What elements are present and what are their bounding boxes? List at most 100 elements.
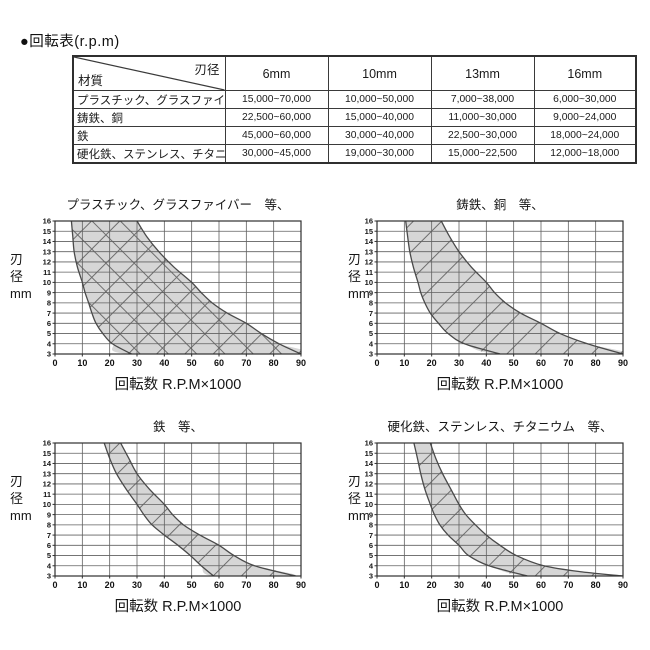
svg-text:90: 90 [296, 580, 306, 590]
svg-text:10: 10 [365, 278, 373, 287]
svg-text:0: 0 [374, 358, 379, 368]
rpm-cell: 6,000~30,000 [533, 90, 637, 109]
table-corner-cell: 刃径 材質 [72, 55, 226, 91]
rpm-cell: 45,000~60,000 [224, 126, 329, 145]
table-row: 硬化鉄、ステンレス、チタニウム 30,000~45,000 19,000~30,… [72, 144, 637, 164]
svg-text:6: 6 [47, 319, 51, 328]
rpm-cell: 15,000~22,500 [430, 144, 535, 164]
svg-text:7: 7 [369, 531, 373, 540]
svg-text:9: 9 [369, 510, 373, 519]
svg-text:0: 0 [374, 580, 379, 590]
svg-text:8: 8 [369, 521, 373, 530]
svg-text:7: 7 [369, 309, 373, 318]
svg-text:50: 50 [187, 358, 197, 368]
column-header-13mm: 13mm [430, 55, 535, 91]
svg-text:13: 13 [43, 247, 51, 256]
svg-text:70: 70 [563, 358, 573, 368]
svg-text:30: 30 [132, 580, 142, 590]
svg-text:15: 15 [365, 449, 373, 458]
svg-text:0: 0 [52, 580, 57, 590]
chart-title: 鋳鉄、銅 等、 [456, 198, 544, 212]
svg-text:10: 10 [399, 580, 409, 590]
rpm-cell: 22,500~60,000 [224, 108, 329, 127]
svg-text:6: 6 [47, 541, 51, 550]
svg-text:5: 5 [369, 329, 373, 338]
svg-text:3: 3 [369, 572, 373, 581]
svg-text:16: 16 [43, 217, 51, 226]
svg-text:40: 40 [159, 580, 169, 590]
svg-text:16: 16 [365, 217, 373, 226]
svg-text:80: 80 [269, 580, 279, 590]
x-axis-title: 回転数 R.P.M×1000 [436, 377, 564, 393]
rpm-cell: 22,500~30,000 [430, 126, 535, 145]
svg-text:4: 4 [47, 339, 52, 348]
table-row: 鉄 45,000~60,000 30,000~40,000 22,500~30,… [72, 126, 637, 145]
svg-text:10: 10 [77, 358, 87, 368]
y-axis-label: 刃 径 mm [10, 474, 32, 523]
svg-text:20: 20 [427, 358, 437, 368]
chart-iron: 鉄 等、 刃 径 mm 0 10 20 30 40 50 60 70 80 90 3 4 5 6 7 8 9 10… [10, 416, 330, 628]
svg-text:9: 9 [47, 288, 51, 297]
material-cell: 鋳鉄、銅 [72, 108, 226, 127]
svg-text:40: 40 [481, 580, 491, 590]
svg-text:9: 9 [47, 510, 51, 519]
material-cell: 硬化鉄、ステンレス、チタニウム [72, 144, 226, 164]
page-title: ●回転表(r.p.m) [20, 34, 120, 50]
svg-text:4: 4 [47, 561, 52, 570]
svg-text:30: 30 [454, 580, 464, 590]
svg-text:80: 80 [269, 358, 279, 368]
rpm-cell: 18,000~24,000 [533, 126, 637, 145]
svg-text:90: 90 [618, 358, 628, 368]
svg-text:20: 20 [427, 580, 437, 590]
svg-text:60: 60 [536, 358, 546, 368]
column-header-16mm: 16mm [533, 55, 637, 91]
chart-title: 鉄 等、 [152, 420, 203, 434]
chart-castiron-copper: 鋳鉄、銅 等、 刃 径 mm 0 10 20 30 40 50 60 70 80 90 3 4 5 6 7 8… [336, 194, 650, 406]
corner-label-blade-diameter: 刃径 [194, 63, 220, 77]
svg-text:14: 14 [365, 459, 374, 468]
svg-text:70: 70 [563, 580, 573, 590]
x-axis-title: 回転数 R.P.M×1000 [436, 599, 564, 615]
y-axis-label: 刃 径 mm [348, 252, 370, 301]
svg-text:5: 5 [47, 551, 51, 560]
svg-text:20: 20 [105, 358, 115, 368]
chart-title: 硬化鉄、ステンレス、チタニウム 等、 [387, 420, 613, 434]
svg-text:11: 11 [43, 268, 51, 277]
chart-hardened-stainless-titanium: 硬化鉄、ステンレス、チタニウム 等、 刃 径 mm 0 10 20 30 40 50 60 7… [336, 416, 650, 628]
rpm-cell: 15,000~70,000 [224, 90, 329, 109]
rpm-cell: 10,000~50,000 [327, 90, 432, 109]
material-cell: プラスチック、グラスファイバー [72, 90, 226, 109]
svg-text:6: 6 [369, 541, 373, 550]
svg-text:90: 90 [618, 580, 628, 590]
table-row: プラスチック、グラスファイバー 15,000~70,000 10,000~50,… [72, 90, 637, 109]
svg-text:70: 70 [241, 358, 251, 368]
svg-text:11: 11 [365, 490, 373, 499]
svg-text:15: 15 [43, 227, 51, 236]
svg-text:0: 0 [52, 358, 57, 368]
rpm-cell: 30,000~40,000 [327, 126, 432, 145]
svg-text:40: 40 [481, 358, 491, 368]
rpm-cell: 7,000~38,000 [430, 90, 535, 109]
y-axis-label: 刃 径 mm [10, 252, 32, 301]
diagonal-divider [74, 57, 224, 90]
svg-text:13: 13 [365, 247, 373, 256]
svg-text:5: 5 [369, 551, 373, 560]
svg-text:10: 10 [365, 500, 373, 509]
svg-text:9: 9 [369, 288, 373, 297]
svg-text:10: 10 [43, 500, 51, 509]
x-axis-title: 回転数 R.P.M×1000 [114, 377, 242, 393]
svg-text:15: 15 [365, 227, 373, 236]
svg-text:20: 20 [105, 580, 115, 590]
svg-text:15: 15 [43, 449, 51, 458]
svg-text:50: 50 [509, 580, 519, 590]
svg-text:6: 6 [369, 319, 373, 328]
svg-text:10: 10 [43, 278, 51, 287]
table-header-row: 刃径 材質 6mm 10mm 13mm 16mm [72, 55, 637, 91]
svg-text:30: 30 [132, 358, 142, 368]
svg-text:60: 60 [214, 358, 224, 368]
rpm-cell: 11,000~30,000 [430, 108, 535, 127]
svg-text:4: 4 [369, 339, 374, 348]
